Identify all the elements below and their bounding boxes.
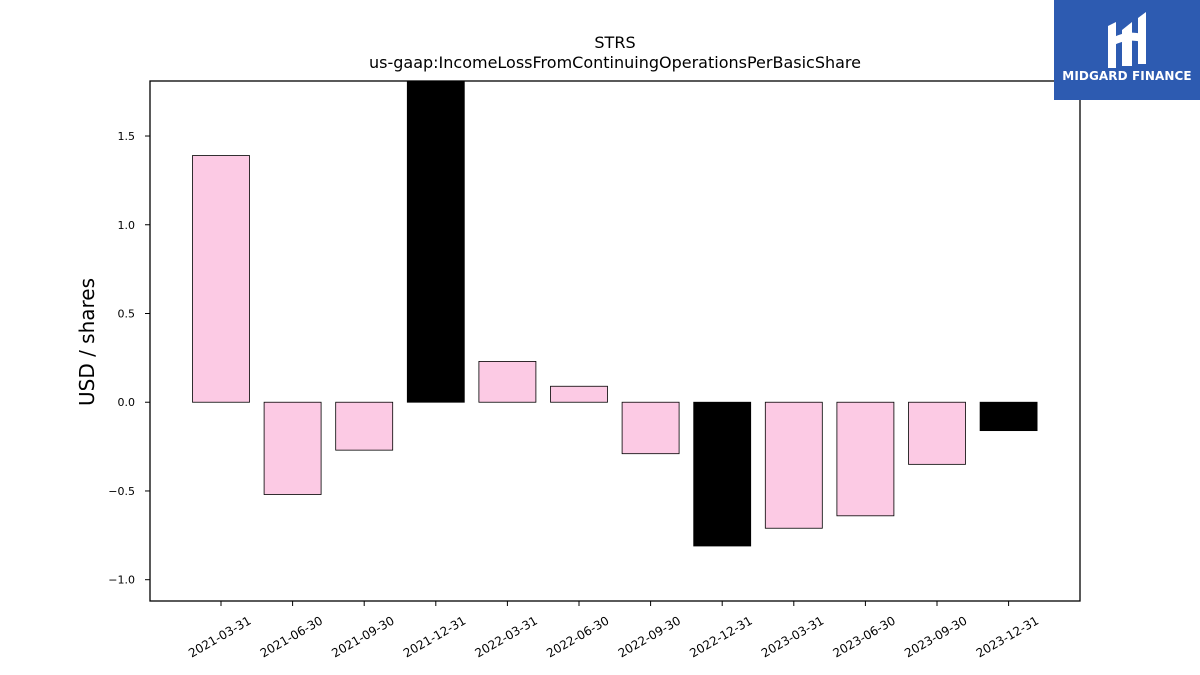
bar-2021-09-30 [335, 401, 394, 451]
bar-2022-09-30 [621, 401, 680, 455]
y-axis-ticks: −1.0 −0.5 0.0 0.5 1.0 1.5 [108, 130, 150, 587]
x-tick-label: 2022-09-30 [616, 613, 683, 660]
bar-2021-12-31 [406, 80, 465, 403]
y-tick-label: −1.0 [108, 574, 135, 587]
bar-2023-09-30 [908, 401, 966, 465]
chart-title: STRS [594, 33, 635, 52]
y-tick-label: 1.0 [118, 219, 136, 232]
plot-frame [149, 80, 1081, 602]
x-tick-label: 2022-12-31 [687, 613, 754, 660]
x-tick-label: 2023-09-30 [902, 613, 969, 660]
x-tick-label: 2022-06-30 [544, 613, 611, 660]
x-tick-label: 2021-12-31 [401, 613, 468, 660]
bar-2021-03-31 [192, 155, 250, 403]
y-tick-label: 0.0 [118, 396, 136, 409]
x-tick-label: 2023-03-31 [759, 613, 826, 660]
bar-2022-06-30 [550, 385, 608, 403]
bar-2021-06-30 [263, 401, 322, 495]
bar-2023-12-31 [979, 401, 1038, 432]
chart-subtitle: us-gaap:IncomeLossFromContinuingOperatio… [369, 53, 861, 72]
x-tick-label: 2021-03-31 [186, 613, 253, 660]
y-tick-label: −0.5 [108, 485, 135, 498]
bar-2023-06-30 [836, 401, 895, 517]
x-tick-label: 2022-03-31 [472, 613, 539, 660]
bars-group [192, 80, 1038, 547]
y-tick-label: 1.5 [118, 130, 136, 143]
x-tick-label: 2021-09-30 [329, 613, 396, 660]
brand-name: MIDGARD FINANCE [1062, 69, 1192, 83]
y-axis-label: USD / shares [75, 278, 99, 406]
midgard-logo-icon [1108, 12, 1146, 68]
brand-logo: MIDGARD FINANCE [1054, 0, 1200, 100]
y-tick-label: 0.5 [118, 307, 136, 320]
x-tick-label: 2023-06-30 [830, 613, 897, 660]
bar-2022-12-31 [693, 401, 752, 547]
x-axis-ticks: 2021-03-31 2021-06-30 2021-09-30 2021-12-31… [186, 601, 1041, 660]
bar-2023-03-31 [764, 401, 823, 529]
x-tick-label: 2021-06-30 [258, 613, 325, 660]
x-tick-label: 2023-12-31 [974, 613, 1041, 660]
bar-2022-03-31 [478, 361, 537, 403]
